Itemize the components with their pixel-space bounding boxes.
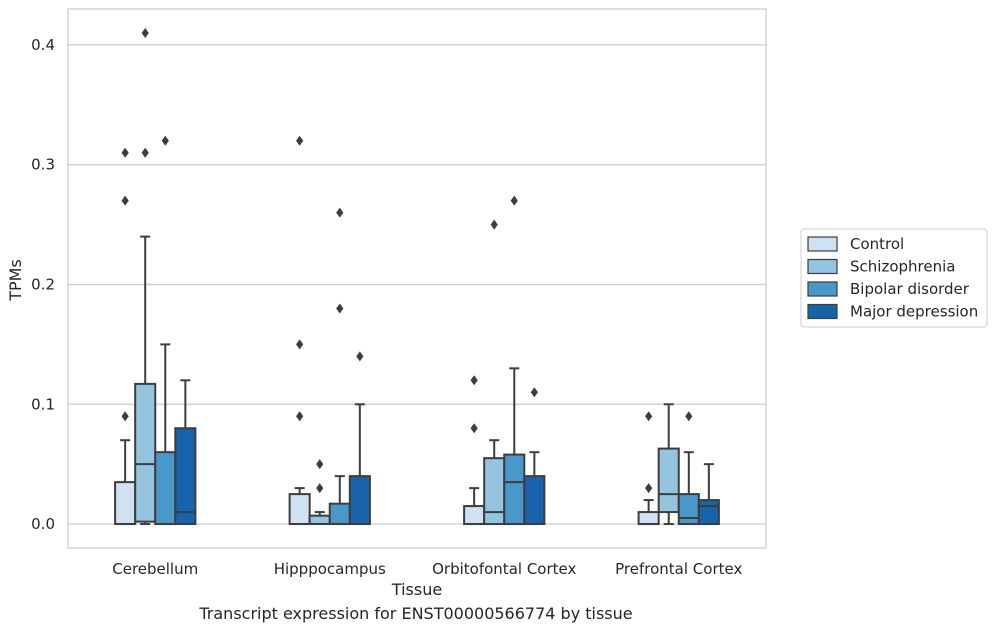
y-tick-label: 0.0 [31, 515, 55, 533]
plot-area-frame [67, 8, 767, 549]
box-body [503, 453, 526, 526]
x-axis-ticks: Cerebellum Hipppocampus Orbitofontal Corte… [112, 560, 742, 578]
outlier-point [510, 195, 518, 206]
legend-label: Major depression [850, 303, 978, 321]
legend-frame [800, 228, 988, 328]
legend-swatch [807, 303, 838, 320]
box-body [348, 475, 371, 526]
outlier-point [141, 27, 149, 38]
outlier-point [645, 483, 653, 494]
legend: Control Schizophrenia Bipolar disorder Majo… [800, 228, 988, 328]
box-bipolar-disorder [503, 195, 526, 526]
outlier-point [121, 147, 129, 158]
box-bipolar-disorder [154, 135, 177, 526]
box-major-depression [174, 379, 197, 526]
outlier-point [316, 459, 324, 470]
outlier-point [336, 303, 344, 314]
outlier-point [296, 135, 304, 146]
box-control [463, 375, 486, 526]
legend-label: Bipolar disorder [850, 280, 970, 298]
box-body [114, 481, 137, 526]
x-axis-label: Tissue [391, 580, 442, 599]
outlier-point [356, 351, 364, 362]
y-tick-label: 0.1 [31, 395, 55, 413]
y-tick-label: 0.4 [31, 36, 55, 54]
box-body [697, 499, 720, 526]
legend-swatch [807, 281, 838, 297]
outlier-point [121, 411, 129, 422]
legend-label: Schizophrenia [850, 258, 955, 276]
y-axis-label: TPMs [6, 259, 25, 302]
box-body [657, 447, 680, 514]
outlier-point [530, 387, 538, 398]
x-tick-label: Orbitofontal Cortex [432, 560, 576, 578]
figure-caption: Transcript expression for ENST0000056677… [199, 604, 633, 623]
box-schizophrenia [657, 403, 680, 526]
outlier-point [470, 423, 478, 434]
box-body [483, 457, 506, 526]
x-tick-label: Cerebellum [112, 560, 198, 578]
outlier-point [161, 135, 169, 146]
box-control [637, 411, 660, 526]
legend-label: Control [850, 235, 904, 253]
outlier-point [296, 411, 304, 422]
outlier-point [470, 375, 478, 386]
y-axis-ticks: 0.0 0.1 0.2 0.3 0.4 [31, 36, 55, 533]
box-schizophrenia [134, 27, 157, 526]
box-body [308, 514, 331, 526]
box-major-depression [348, 351, 371, 526]
boxes [114, 27, 720, 526]
box-body [637, 511, 660, 526]
box-schizophrenia [308, 459, 331, 526]
box-control [288, 135, 311, 526]
y-tick-label: 0.3 [31, 156, 55, 174]
box-body [463, 505, 486, 526]
box-body [174, 427, 197, 526]
legend-swatch [807, 236, 838, 252]
box-bipolar-disorder [328, 207, 351, 526]
box-control [114, 147, 137, 526]
box-major-depression [523, 387, 546, 526]
box-body [134, 382, 157, 523]
box-body [288, 493, 311, 526]
box-schizophrenia [483, 219, 506, 526]
outlier-point [296, 339, 304, 350]
outlier-point [141, 147, 149, 158]
box-major-depression [697, 463, 720, 526]
box-body [154, 451, 177, 526]
box-body [677, 493, 700, 526]
outlier-point [490, 219, 498, 230]
outlier-point [336, 207, 344, 218]
outlier-point [121, 195, 129, 206]
x-tick-label: Hipppocampus [274, 560, 386, 578]
outlier-point [685, 411, 693, 422]
outlier-point [645, 411, 653, 422]
box-body [523, 475, 546, 526]
legend-swatch [807, 258, 838, 275]
outlier-point [316, 483, 324, 494]
box-body [328, 502, 351, 526]
y-tick-label: 0.2 [31, 275, 55, 293]
x-tick-label: Prefrontal Cortex [615, 560, 742, 578]
box-bipolar-disorder [677, 411, 700, 526]
